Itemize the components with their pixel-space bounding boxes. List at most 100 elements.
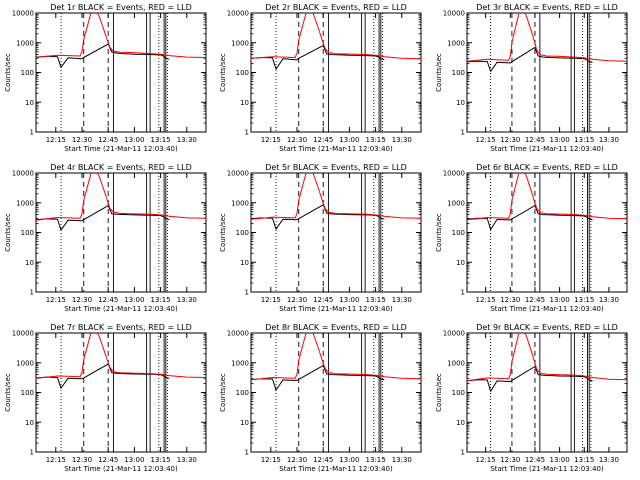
x-tick-label: 13:00: [550, 296, 570, 304]
y-tick-label: 10000: [12, 10, 34, 18]
series-line: [36, 333, 206, 379]
y-tick-label: 10000: [227, 170, 249, 178]
x-tick-label: 12:15: [46, 456, 66, 464]
y-tick-label: 1: [30, 449, 34, 457]
x-tick-label: 13:00: [339, 296, 359, 304]
x-tick-label: 13:15: [574, 136, 594, 144]
x-axis-label: Start Time (21-Mar-11 12:03:40): [279, 465, 393, 473]
y-tick-label: 100: [236, 389, 249, 397]
detector-panel: Det 1r BLACK = Events, RED = LLD 1 10 100 10…: [4, 3, 207, 153]
y-tick-label: 10000: [227, 330, 249, 338]
x-tick-label: 13:15: [574, 456, 594, 464]
x-axis-label: Start Time (21-Mar-11 12:03:40): [64, 465, 178, 473]
x-tick-label: 12:30: [500, 136, 520, 144]
y-tick-label: 1: [245, 449, 249, 457]
series-line: [36, 173, 206, 221]
detector-panel: Det 6r BLACK = Events, RED = LLD 1 10 100 10…: [435, 163, 628, 313]
detector-panel: Det 9r BLACK = Events, RED = LLD 1 10 100 10…: [435, 323, 628, 473]
x-tick-label: 13:00: [124, 456, 144, 464]
y-tick-label: 100: [452, 69, 465, 77]
panel-title: Det 9r BLACK = Events, RED = LLD: [476, 323, 618, 332]
y-tick-label: 100: [452, 389, 465, 397]
x-tick-label: 13:30: [392, 456, 412, 464]
x-tick-label: 13:15: [150, 136, 170, 144]
x-tick-label: 12:45: [98, 456, 118, 464]
series-line: [467, 366, 593, 392]
x-tick-label: 13:00: [339, 136, 359, 144]
y-axis-label: Counts/sec: [435, 53, 443, 92]
y-tick-label: 1: [461, 289, 465, 297]
x-tick-label: 13:30: [599, 136, 619, 144]
x-tick-label: 13:00: [124, 296, 144, 304]
plot-frame: [250, 332, 422, 453]
x-tick-label: 13:00: [550, 456, 570, 464]
plot-frame: [35, 332, 207, 453]
panel-title: Det 6r BLACK = Events, RED = LLD: [476, 163, 618, 172]
series-line: [36, 205, 170, 231]
x-tick-label: 12:30: [287, 296, 307, 304]
plot-frame: [35, 12, 207, 133]
y-tick-label: 100: [21, 229, 34, 237]
x-tick-label: 12:45: [525, 296, 545, 304]
series-line: [467, 205, 593, 231]
y-tick-label: 10000: [12, 170, 34, 178]
y-tick-label: 10: [25, 419, 34, 427]
x-tick-label: 13:00: [339, 456, 359, 464]
y-tick-label: 10: [25, 259, 34, 267]
plot-frame: [466, 172, 628, 293]
x-tick-label: 13:30: [177, 296, 197, 304]
series-line: [251, 173, 421, 220]
y-tick-label: 1000: [447, 199, 465, 207]
x-tick-label: 12:15: [46, 136, 66, 144]
plot-frame: [466, 332, 628, 453]
x-tick-label: 13:15: [365, 136, 385, 144]
y-tick-label: 1: [30, 129, 34, 137]
x-tick-label: 12:30: [500, 456, 520, 464]
plot-frame: [466, 12, 628, 133]
y-tick-label: 1: [461, 129, 465, 137]
x-tick-label: 12:45: [313, 296, 333, 304]
x-tick-label: 13:30: [177, 456, 197, 464]
y-tick-label: 1: [245, 129, 249, 137]
series-line: [467, 333, 627, 382]
series-line: [251, 45, 385, 70]
plot-frame: [35, 172, 207, 293]
x-tick-label: 13:00: [124, 136, 144, 144]
y-tick-label: 1000: [231, 39, 249, 47]
series-line: [251, 13, 421, 60]
y-axis-label: Counts/sec: [435, 373, 443, 412]
y-axis-label: Counts/sec: [4, 213, 12, 252]
y-tick-label: 1000: [231, 199, 249, 207]
y-tick-label: 10: [240, 99, 249, 107]
x-tick-label: 12:45: [525, 136, 545, 144]
y-tick-label: 10: [456, 259, 465, 267]
y-tick-label: 10: [25, 99, 34, 107]
y-tick-label: 100: [236, 69, 249, 77]
y-tick-label: 1: [461, 449, 465, 457]
x-tick-label: 12:15: [261, 456, 281, 464]
y-tick-label: 1000: [447, 39, 465, 47]
x-tick-label: 13:00: [550, 136, 570, 144]
y-tick-label: 100: [452, 229, 465, 237]
panel-title: Det 4r BLACK = Events, RED = LLD: [50, 163, 192, 172]
x-tick-label: 12:45: [98, 136, 118, 144]
y-axis-label: Counts/sec: [219, 373, 227, 412]
series-line: [467, 13, 627, 62]
y-tick-label: 100: [21, 389, 34, 397]
x-tick-label: 13:15: [365, 296, 385, 304]
y-axis-label: Counts/sec: [219, 213, 227, 252]
x-axis-label: Start Time (21-Mar-11 12:03:40): [490, 305, 604, 313]
series-line: [467, 46, 593, 72]
x-tick-label: 12:30: [72, 296, 92, 304]
panel-title: Det 3r BLACK = Events, RED = LLD: [476, 3, 618, 12]
series-line: [251, 365, 385, 391]
x-tick-label: 12:30: [287, 456, 307, 464]
y-tick-label: 10000: [227, 10, 249, 18]
y-tick-label: 1000: [447, 359, 465, 367]
x-tick-label: 13:15: [365, 456, 385, 464]
y-tick-label: 100: [236, 229, 249, 237]
panel-title: Det 2r BLACK = Events, RED = LLD: [265, 3, 407, 12]
x-tick-label: 13:15: [150, 296, 170, 304]
y-axis-label: Counts/sec: [435, 213, 443, 252]
y-tick-label: 10000: [443, 10, 465, 18]
